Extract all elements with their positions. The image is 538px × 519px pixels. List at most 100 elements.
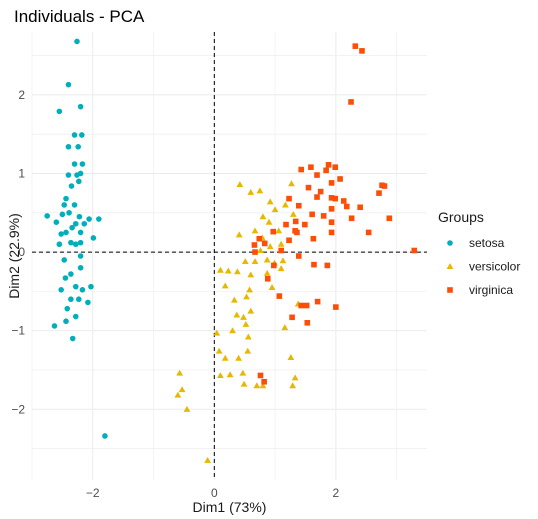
versicolor-point	[277, 265, 285, 272]
versicolor-point	[263, 269, 271, 276]
setosa-point	[65, 143, 72, 150]
versicolor-point	[291, 374, 299, 381]
versicolor-point	[246, 286, 253, 293]
legend-label-virginica: virginica	[469, 283, 513, 297]
versicolor-point	[216, 372, 224, 379]
versicolor-point	[266, 243, 274, 250]
virginica-point	[264, 275, 271, 282]
y-axis-title: Dim2 (22.9%)	[6, 213, 22, 299]
setosa-point	[51, 323, 58, 329]
legend-label-setosa: setosa	[469, 236, 505, 250]
legend-label-versicolor: versicolor	[469, 260, 520, 274]
versicolor-point	[256, 187, 264, 194]
versicolor-point	[240, 380, 248, 387]
y-tick-label: −1	[11, 324, 25, 338]
virginica-point	[324, 262, 331, 269]
virginica-point	[286, 195, 292, 202]
setosa-point	[76, 213, 83, 220]
setosa-point	[56, 108, 63, 115]
setosa-point	[79, 132, 85, 138]
versicolor-point	[257, 247, 264, 254]
virginica-point	[311, 261, 317, 268]
axis-ticks: −2 0 2 −2 −1 0 1 2	[11, 88, 339, 500]
virginica-point	[328, 180, 335, 186]
virginica-point	[251, 242, 258, 248]
versicolor-point	[183, 405, 191, 412]
virginica-point	[310, 235, 317, 242]
legend-title: Groups	[438, 209, 484, 225]
setosa-point	[62, 275, 69, 281]
versicolor-point	[277, 240, 285, 247]
setosa-point	[79, 286, 86, 293]
versicolor-point	[266, 198, 274, 205]
setosa-point	[88, 283, 94, 290]
setosa-point	[58, 286, 64, 293]
virginica-point	[325, 162, 332, 168]
setosa-point	[72, 283, 79, 290]
virginica-point	[365, 229, 372, 236]
setosa-point	[77, 103, 84, 110]
virginica-point	[314, 172, 320, 178]
virginica-point	[357, 204, 363, 211]
setosa-point	[75, 143, 81, 150]
setosa-point	[59, 211, 66, 218]
setosa-point	[102, 433, 108, 439]
versicolor-point	[204, 456, 212, 463]
y-tick-label: 2	[18, 88, 25, 102]
versicolor-point	[271, 206, 279, 213]
virginica-point	[283, 221, 289, 228]
virginica-point	[332, 164, 339, 170]
setosa-point	[65, 172, 72, 178]
versicolor-point	[213, 329, 221, 336]
versicolor-point	[216, 266, 224, 273]
virginica-point	[292, 218, 299, 225]
versicolor-point	[174, 391, 182, 398]
setosa-point	[69, 335, 76, 342]
versicolor-point	[234, 268, 241, 275]
virginica-point	[252, 249, 258, 255]
versicolor-point	[242, 320, 250, 327]
virginica-point	[328, 219, 335, 226]
setosa-point	[75, 296, 82, 303]
setosa-point	[72, 241, 79, 248]
virginica-point	[286, 237, 292, 244]
virginica-point	[305, 184, 312, 191]
setosa-point	[72, 313, 79, 320]
setosa-point	[71, 161, 78, 167]
chart-title: Individuals - PCA	[14, 7, 145, 26]
versicolor-point	[244, 347, 252, 354]
legend: Groups setosa versicolor virginica	[438, 209, 520, 297]
setosa-point	[69, 224, 75, 231]
versicolor-point	[241, 258, 249, 265]
legend-key-setosa	[447, 240, 453, 246]
virginica-point	[323, 167, 329, 174]
setosa-point	[65, 81, 72, 88]
versicolor-point	[221, 282, 229, 289]
versicolor-point	[244, 333, 252, 340]
virginica-point	[386, 215, 393, 222]
versicolor-point	[247, 307, 255, 314]
reference-lines	[32, 32, 427, 480]
setosa-point	[77, 170, 84, 177]
virginica-point	[352, 43, 359, 49]
virginica-point	[256, 235, 263, 242]
versicolor-point	[251, 227, 259, 234]
setosa-point	[96, 216, 102, 222]
plot-panel	[31, 32, 427, 480]
grid-lines	[31, 32, 427, 480]
virginica-point	[302, 221, 308, 228]
versicolor-point	[176, 369, 184, 376]
virginica-point	[298, 166, 305, 173]
versicolor-point	[235, 231, 243, 238]
setosa-point	[61, 202, 68, 208]
setosa-point	[77, 253, 84, 259]
setosa-point	[68, 271, 74, 277]
versicolor-point	[230, 296, 238, 303]
versicolor-point	[247, 188, 255, 195]
versicolor-point	[233, 311, 241, 318]
data-points	[44, 38, 418, 463]
virginica-point	[332, 195, 339, 202]
versicolor-point	[275, 227, 283, 234]
versicolor-point	[239, 369, 247, 376]
versicolor-point	[240, 313, 247, 320]
